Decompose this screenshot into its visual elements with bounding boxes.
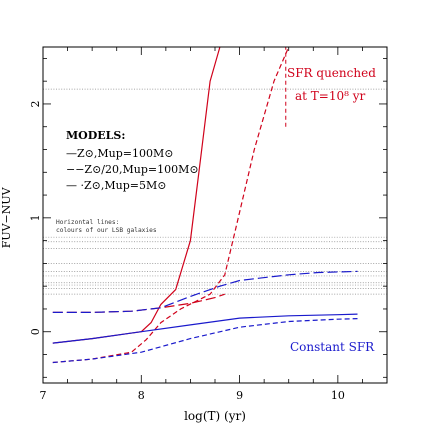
x-tick-label: 9	[236, 389, 243, 402]
horizontal-lines-title: Horizontal lines:	[56, 219, 119, 226]
legend-entry-longdash: — ·Z⊙,Mup=5M⊙	[66, 179, 166, 192]
legend-entry-solid: —Z⊙,Mup=100M⊙	[66, 147, 173, 160]
y-tick-label: 1	[29, 214, 42, 221]
legend-entry-dashed: −−Z⊙/20,Mup=100M⊙	[66, 163, 199, 176]
axis-ticks: 7 8 9 10 0 1 2	[29, 47, 388, 402]
series-line-constant-long-dash	[52, 270, 358, 313]
y-tick-label: 2	[29, 100, 42, 107]
x-tick-label: 7	[40, 389, 47, 402]
y-axis-label: FUV−NUV	[0, 186, 13, 248]
x-axis-label: log(T) (yr)	[184, 409, 246, 423]
constant-sfr-label: Constant SFR	[290, 340, 375, 354]
series-lines	[52, 46, 358, 364]
horizontal-lines-text: colours of our LSB galaxies	[56, 227, 157, 234]
sfr-quenched-label: SFR quenched	[287, 66, 376, 80]
series-line-constant-dashed	[52, 318, 358, 364]
x-tick-label: 8	[138, 389, 145, 402]
y-tick-label: 0	[29, 328, 42, 335]
series-line-constant-solid	[52, 313, 358, 344]
x-tick-label: 10	[331, 389, 345, 402]
legend-title: MODELS:	[66, 129, 125, 142]
sfr-quenched-time-label: at T=10⁸ yr	[295, 89, 366, 103]
legend: MODELS: —Z⊙,Mup=100M⊙ −−Z⊙/20,Mup=100M⊙ …	[66, 129, 199, 192]
